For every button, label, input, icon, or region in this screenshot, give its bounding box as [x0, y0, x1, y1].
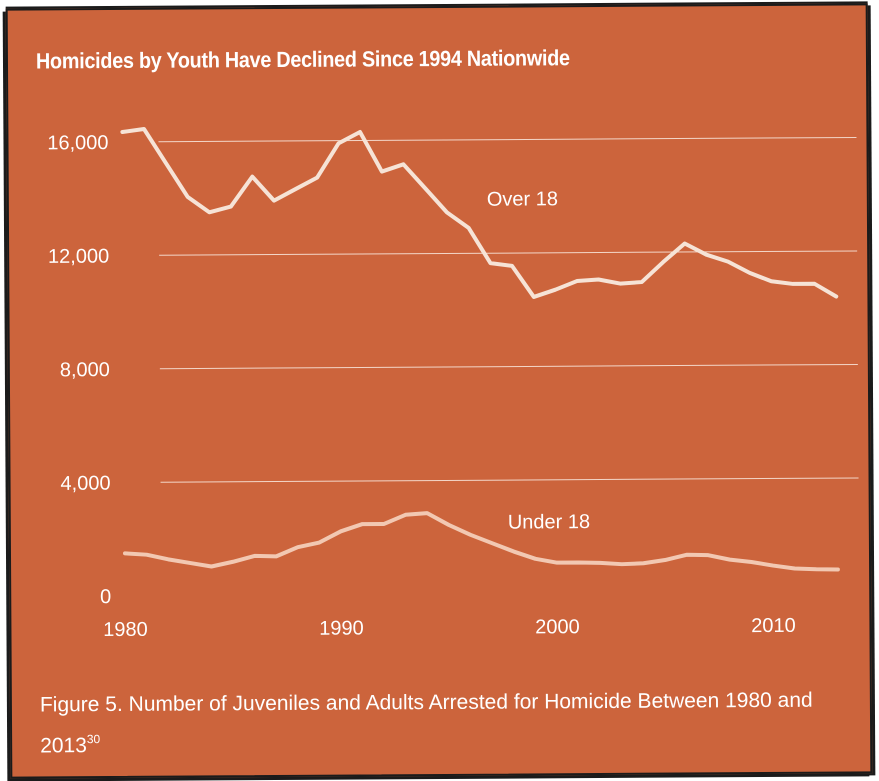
- y-tick-label: 12,000: [48, 246, 109, 268]
- x-tick-label: 1980: [103, 619, 148, 641]
- chart-card: Homicides by Youth Have Declined Since 1…: [5, 3, 873, 779]
- caption-text: Figure 5. Number of Juveniles and Adults…: [39, 688, 813, 758]
- under-18-label: Under 18: [508, 511, 590, 534]
- x-tick-label: 1990: [319, 617, 364, 639]
- x-tick-label: 2000: [535, 616, 580, 638]
- x-axis-tick-labels: 1980 1990 2000 2010: [103, 615, 796, 641]
- gridline: [159, 363, 858, 370]
- caption-footnote-marker: 30: [86, 732, 101, 747]
- over-18-label: Over 18: [487, 188, 558, 210]
- x-tick-label: 2010: [751, 615, 796, 637]
- line-chart: 0 4,000 8,000 12,000 16,000 1980 1990 2000 2010…: [47, 126, 859, 641]
- gridline: [160, 477, 859, 483]
- series-line-under-18: [122, 511, 840, 572]
- gridlines: [158, 136, 859, 483]
- gridline: [158, 136, 857, 143]
- series-line-over-18: [120, 126, 839, 299]
- y-axis-tick-labels: 0 4,000 8,000 12,000 16,000: [47, 132, 111, 608]
- series-annotations: Over 18 Under 18: [487, 188, 590, 534]
- y-tick-label: 0: [100, 586, 111, 608]
- series-lines: [120, 126, 840, 572]
- gridline: [159, 250, 858, 256]
- figure-caption: Figure 5. Number of Juveniles and Adults…: [40, 683, 860, 763]
- y-tick-label: 16,000: [47, 132, 108, 154]
- y-tick-label: 8,000: [60, 359, 110, 381]
- y-tick-label: 4,000: [60, 473, 110, 495]
